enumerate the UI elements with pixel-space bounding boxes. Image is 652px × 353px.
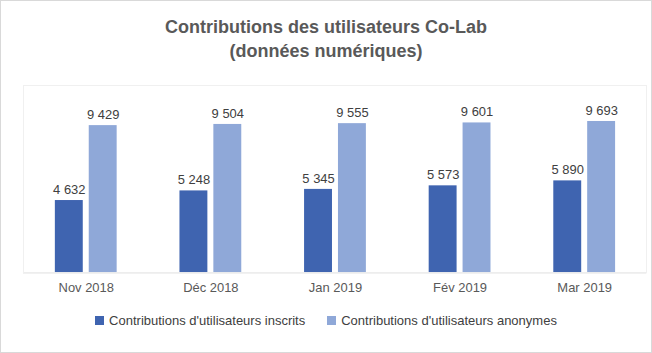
- svg-text:Fév 2019: Fév 2019: [433, 280, 487, 295]
- svg-text:5 345: 5 345: [302, 171, 334, 186]
- svg-text:5 573: 5 573: [427, 167, 459, 182]
- svg-text:9 504: 9 504: [212, 106, 244, 121]
- svg-text:Mar 2019: Mar 2019: [557, 280, 612, 295]
- svg-text:9 429: 9 429: [87, 107, 119, 122]
- svg-text:Nov 2018: Nov 2018: [59, 280, 114, 295]
- html-text:Contributions des utilisateurs: Contributions des utilisateurs Co-Lab: [165, 17, 487, 37]
- svg-text:9 555: 9 555: [336, 105, 368, 120]
- svg-text:9 601: 9 601: [461, 104, 493, 119]
- html-text:(données numériques): (données numériques): [229, 41, 423, 61]
- svg-text:Déc 2018: Déc 2018: [183, 280, 238, 295]
- html-text:Contributions d'utilisateurs a: Contributions d'utilisateurs anonymes: [341, 313, 557, 328]
- svg-text:4 632: 4 632: [53, 182, 85, 197]
- svg-text:Jan 2019: Jan 2019: [309, 280, 362, 295]
- svg-text:9 693: 9 693: [585, 103, 617, 118]
- svg-text:5 248: 5 248: [178, 172, 210, 187]
- html-text:Contributions d'utilisateurs i: Contributions d'utilisateurs inscrits: [109, 313, 306, 328]
- svg-text:5 890: 5 890: [552, 162, 584, 177]
